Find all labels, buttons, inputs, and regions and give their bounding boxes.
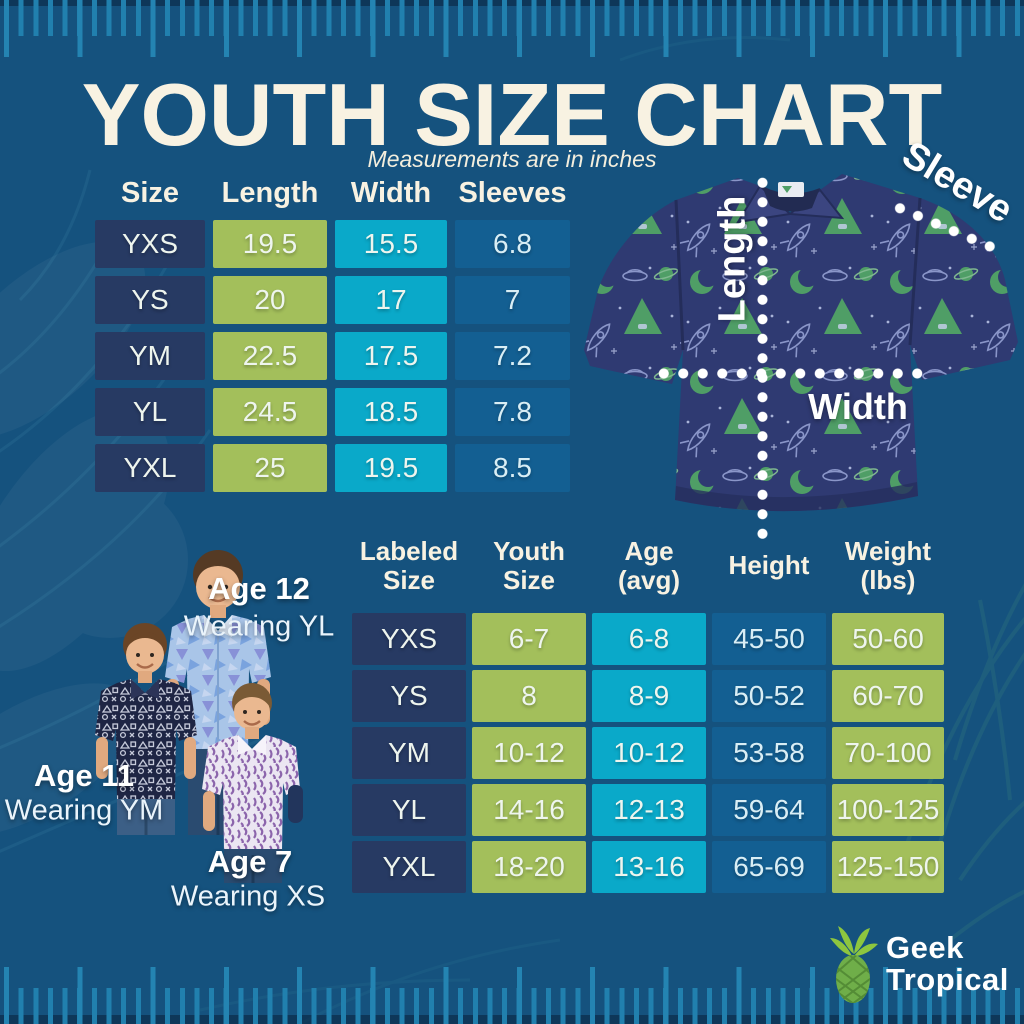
width-cell: 17: [335, 276, 447, 324]
size-cell: YL: [95, 388, 205, 436]
column-header-age-avg: Age (avg): [617, 535, 681, 595]
size-cell: YS: [95, 276, 205, 324]
age-cell: 10-12: [592, 727, 706, 779]
width-cell: 18.5: [335, 388, 447, 436]
column-header-labeled-size: Labeled Size: [359, 535, 459, 595]
column-header-size: Size: [120, 176, 180, 209]
youth-size-cell: 10-12: [472, 727, 586, 779]
ruler-top: [0, 0, 1024, 58]
labeled-size-cell: YXS: [352, 613, 466, 665]
sleeves-cell: 6.8: [455, 220, 570, 268]
shirt-tag: [778, 182, 804, 197]
age-cell: 13-16: [592, 841, 706, 893]
height-cell: 53-58: [712, 727, 826, 779]
width-label: Width: [808, 386, 908, 427]
size-cell: YXS: [95, 220, 205, 268]
labeled-size-cell: YXL: [352, 841, 466, 893]
width-cell: 15.5: [335, 220, 447, 268]
width-dotted-line: [654, 368, 926, 379]
youth-size-cell: 14-16: [472, 784, 586, 836]
weight-cell: 100-125: [832, 784, 944, 836]
shirt-diagram: [580, 160, 1024, 528]
sleeves-cell: 8.5: [455, 444, 570, 492]
weight-cell: 50-60: [832, 613, 944, 665]
length-cell: 20: [213, 276, 327, 324]
length-label: Length: [711, 195, 754, 323]
length-dotted-line: [757, 173, 768, 545]
width-cell: 19.5: [335, 444, 447, 492]
age-cell: 6-8: [592, 613, 706, 665]
logo-text: Geek Tropical: [886, 932, 1009, 995]
column-header-height: Height: [728, 550, 810, 581]
pineapple-icon: [830, 926, 878, 1003]
youth-size-cell: 8: [472, 670, 586, 722]
geek-tropical-logo: Geek Tropical: [826, 924, 1009, 1004]
weight-cell: 60-70: [832, 670, 944, 722]
sleeves-cell: 7.8: [455, 388, 570, 436]
model-age-label: Age 12: [208, 571, 310, 606]
model-wearing-label: Wearing YM: [4, 794, 164, 827]
age-cell: 8-9: [592, 670, 706, 722]
fit-table: Labeled Size Youth Size Age (avg) Height…: [352, 524, 944, 893]
ruler-top-long-ticks: [4, 0, 1024, 57]
page-title: YOUTH SIZE CHART: [81, 65, 943, 164]
model-age-label: Age 7: [207, 844, 293, 879]
height-cell: 45-50: [712, 613, 826, 665]
subtitle: Measurements are in inches: [367, 146, 657, 172]
column-header-youth-size: Youth Size: [493, 535, 565, 595]
size-cell: YXL: [95, 444, 205, 492]
column-header-weight-lbs: Weight (lbs): [844, 535, 932, 595]
model-wearing-label: Wearing YL: [183, 610, 335, 643]
shirt-shape: [584, 174, 1018, 512]
youth-size-cell: 6-7: [472, 613, 586, 665]
model-photo-age-11: [95, 623, 197, 835]
size-cell: YM: [95, 332, 205, 380]
age-cell: 12-13: [592, 784, 706, 836]
width-cell: 17.5: [335, 332, 447, 380]
length-cell: 24.5: [213, 388, 327, 436]
weight-cell: 70-100: [832, 727, 944, 779]
height-cell: 59-64: [712, 784, 826, 836]
labeled-size-cell: YL: [352, 784, 466, 836]
model-age-label: Age 11: [34, 758, 134, 793]
model-wearing-label: Wearing XS: [170, 880, 326, 913]
sleeves-cell: 7.2: [455, 332, 570, 380]
height-cell: 65-69: [712, 841, 826, 893]
youth-size-cell: 18-20: [472, 841, 586, 893]
height-cell: 50-52: [712, 670, 826, 722]
column-header-length: Length: [221, 176, 319, 209]
model-photo-age-7: [202, 683, 303, 883]
sleeves-cell: 7: [455, 276, 570, 324]
column-header-width: Width: [350, 176, 432, 209]
length-cell: 25: [213, 444, 327, 492]
weight-cell: 125-150: [832, 841, 944, 893]
logo-line1: Geek: [886, 930, 964, 966]
labeled-size-cell: YS: [352, 670, 466, 722]
length-cell: 19.5: [213, 220, 327, 268]
measurement-table: Size Length Width Sleeves YXS 19.5 15.5 …: [95, 174, 570, 492]
shirt-illustration: [584, 174, 1018, 512]
logo-line2: Tropical: [886, 962, 1009, 997]
column-header-sleeves: Sleeves: [458, 176, 567, 209]
labeled-size-cell: YM: [352, 727, 466, 779]
length-cell: 22.5: [213, 332, 327, 380]
